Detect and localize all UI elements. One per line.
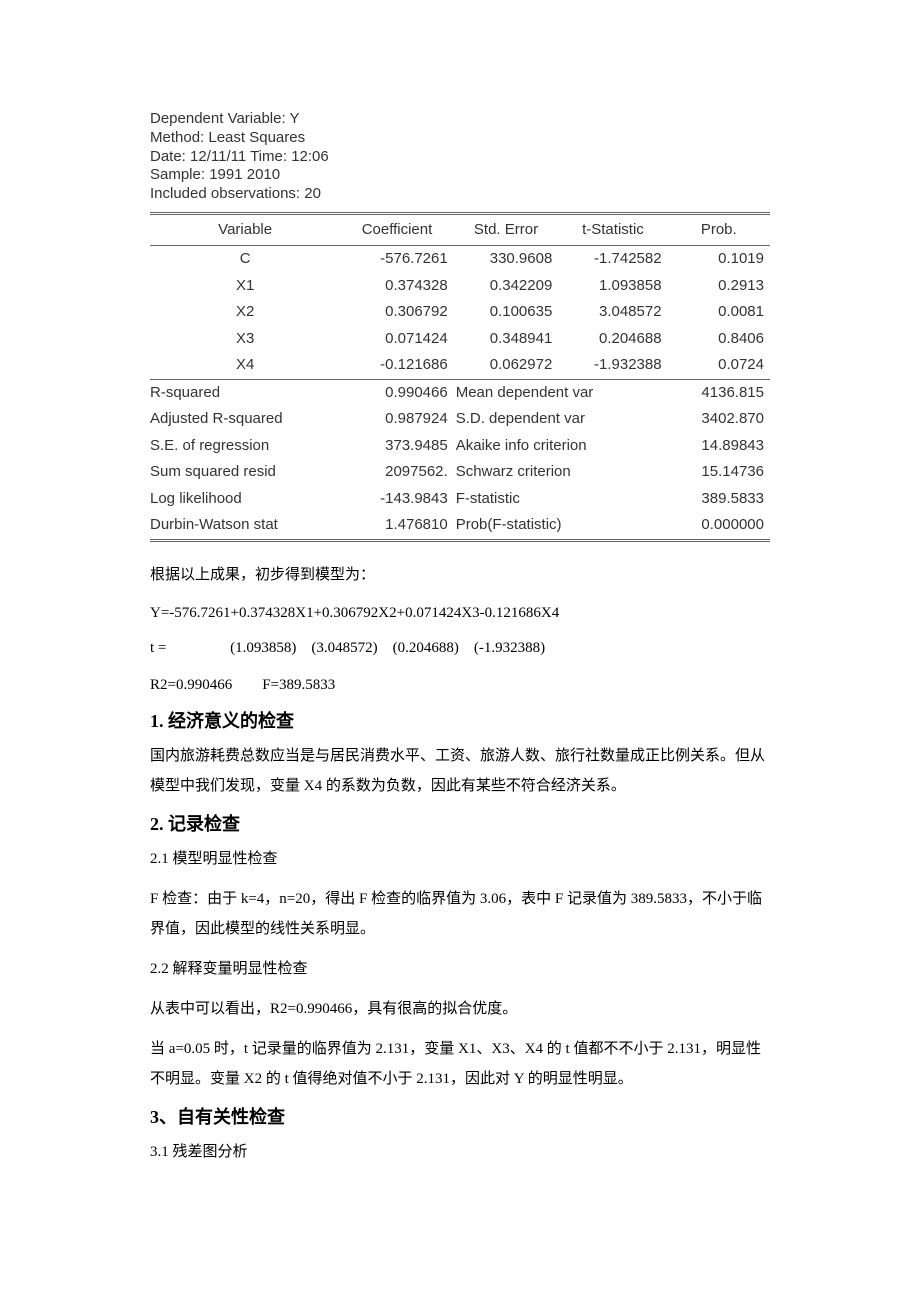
stat-val: -143.9843 [340,486,453,513]
section-text: 经济意义的检查 [168,711,294,731]
intro-text: 根据以上成果，初步得到模型为： [150,560,770,590]
col-coef: Coefficient [340,213,453,246]
table-row: X1 0.374328 0.342209 1.093858 0.2913 [150,273,770,300]
col-prob: Prob. [668,213,770,246]
section-3-title: 3、自有关性检查 [150,1104,770,1131]
stat-label: Sum squared resid [150,459,340,486]
cell-var: C [150,246,340,273]
section-num: 1. [150,711,164,731]
stat-label: Mean dependent var [454,379,668,406]
cell-var: X3 [150,326,340,353]
table-row: C -576.7261 330.9608 -1.742582 0.1019 [150,246,770,273]
stat-label: F-statistic [454,486,668,513]
stat-label: Log likelihood [150,486,340,513]
cell-coef: 0.306792 [340,299,453,326]
cell-se: 0.062972 [454,352,559,379]
stats-row: Sum squared resid 2097562. Schwarz crite… [150,459,770,486]
method-line: Method: Least Squares [150,129,770,148]
subsection-2-1-body: F 检查：由于 k=4，n=20，得出 F 检查的临界值为 3.06，表中 F … [150,884,770,944]
eviews-table: Variable Coefficient Std. Error t-Statis… [150,212,770,542]
subsection-2-2-body1: 从表中可以看出，R2=0.990466，具有很高的拟合优度。 [150,994,770,1024]
cell-t: -1.742582 [558,246,667,273]
stats-row: Adjusted R-squared 0.987924 S.D. depende… [150,406,770,433]
t-values: t = (1.093858) (3.048572) (0.204688) (-1… [150,635,770,662]
subsection-2-2-body2: 当 a=0.05 时，t 记录量的临界值为 2.131，变量 X1、X3、X4 … [150,1034,770,1094]
cell-prob: 0.1019 [668,246,770,273]
cell-prob: 0.2913 [668,273,770,300]
cell-coef: -576.7261 [340,246,453,273]
date-line: Date: 12/11/11 Time: 12:06 [150,148,770,167]
dep-var-line: Dependent Variable: Y [150,110,770,129]
stat-val: 3402.870 [668,406,770,433]
cell-t: 1.093858 [558,273,667,300]
sample-line: Sample: 1991 2010 [150,166,770,185]
col-t: t-Statistic [558,213,667,246]
stat-val: 14.89843 [668,433,770,460]
table-row: X3 0.071424 0.348941 0.204688 0.8406 [150,326,770,353]
cell-prob: 0.0724 [668,352,770,379]
stat-label: Adjusted R-squared [150,406,340,433]
cell-se: 0.342209 [454,273,559,300]
stat-label: S.D. dependent var [454,406,668,433]
cell-coef: -0.121686 [340,352,453,379]
stat-val: 2097562. [340,459,453,486]
stat-label: Prob(F-statistic) [454,512,668,540]
cell-t: 0.204688 [558,326,667,353]
table-row: X4 -0.121686 0.062972 -1.932388 0.0724 [150,352,770,379]
cell-var: X2 [150,299,340,326]
stat-label: R-squared [150,379,340,406]
table-header-row: Variable Coefficient Std. Error t-Statis… [150,213,770,246]
stats-row: R-squared 0.990466 Mean dependent var 41… [150,379,770,406]
section-1-body: 国内旅游耗费总数应当是与居民消费水平、工资、旅游人数、旅行社数量成正比例关系。但… [150,741,770,801]
cell-t: -1.932388 [558,352,667,379]
stat-label: Schwarz criterion [454,459,668,486]
cell-var: X4 [150,352,340,379]
subsection-2-1: 2.1 模型明显性检查 [150,844,770,874]
stat-val: 1.476810 [340,512,453,540]
subsection-3-1: 3.1 残差图分析 [150,1137,770,1167]
col-se: Std. Error [454,213,559,246]
section-text: 记录检查 [168,814,240,834]
cell-se: 330.9608 [454,246,559,273]
cell-coef: 0.071424 [340,326,453,353]
cell-se: 0.348941 [454,326,559,353]
cell-coef: 0.374328 [340,273,453,300]
stat-val: 389.5833 [668,486,770,513]
r2-f: R2=0.990466 F=389.5833 [150,670,770,700]
section-2-title: 2. 记录检查 [150,811,770,838]
stat-label: Akaike info criterion [454,433,668,460]
stat-val: 373.9485 [340,433,453,460]
stat-val: 4136.815 [668,379,770,406]
cell-var: X1 [150,273,340,300]
eviews-header: Dependent Variable: Y Method: Least Squa… [150,110,770,204]
stat-val: 0.987924 [340,406,453,433]
stats-row: Durbin-Watson stat 1.476810 Prob(F-stati… [150,512,770,540]
model-equation: Y=-576.7261+0.374328X1+0.306792X2+0.0714… [150,600,770,627]
section-1-title: 1. 经济意义的检查 [150,708,770,735]
stat-label: Durbin-Watson stat [150,512,340,540]
body-text: 根据以上成果，初步得到模型为： Y=-576.7261+0.374328X1+0… [150,560,770,1167]
section-num: 2. [150,814,164,834]
stat-val: 0.990466 [340,379,453,406]
table-row: X2 0.306792 0.100635 3.048572 0.0081 [150,299,770,326]
stat-label: S.E. of regression [150,433,340,460]
cell-prob: 0.0081 [668,299,770,326]
col-variable: Variable [150,213,340,246]
cell-se: 0.100635 [454,299,559,326]
included-line: Included observations: 20 [150,185,770,204]
stats-row: Log likelihood -143.9843 F-statistic 389… [150,486,770,513]
stat-val: 0.000000 [668,512,770,540]
cell-prob: 0.8406 [668,326,770,353]
document-page: Dependent Variable: Y Method: Least Squa… [0,0,920,1302]
stats-row: S.E. of regression 373.9485 Akaike info … [150,433,770,460]
subsection-2-2: 2.2 解释变量明显性检查 [150,954,770,984]
cell-t: 3.048572 [558,299,667,326]
stat-val: 15.14736 [668,459,770,486]
